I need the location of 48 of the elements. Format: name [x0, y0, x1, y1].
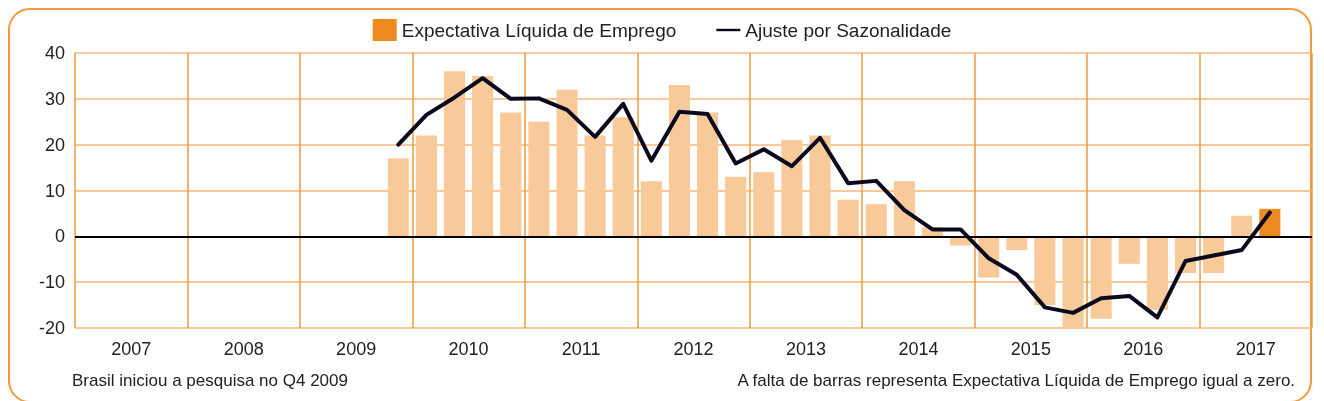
bar [1146, 236, 1168, 310]
legend-label: Ajuste por Sazonalidade [745, 19, 952, 41]
x-tick-label: 2009 [336, 339, 377, 359]
x-tick-label: 2008 [223, 339, 264, 359]
bar [1231, 215, 1253, 237]
y-tick-label: 0 [54, 226, 65, 247]
bar [584, 135, 606, 237]
x-tick-label: 2011 [561, 339, 601, 359]
x-tick-label: 2013 [785, 339, 826, 359]
x-tick-label: 2017 [1235, 339, 1276, 359]
bar [725, 176, 747, 237]
x-tick-label: 2016 [1123, 339, 1164, 359]
bar [556, 89, 578, 237]
y-tick-label: -10 [38, 272, 65, 293]
x-tick-label: 2007 [111, 339, 152, 359]
text: Brasil iniciou a pesquisa no Q4 2009 [72, 371, 348, 390]
line-series [396, 76, 1272, 320]
bar [443, 71, 466, 237]
text: A falta de barras representa Expectativa Líquida de Emprego igual a zero. [737, 371, 1296, 390]
x-tick-label: 2010 [448, 339, 489, 359]
bar [1062, 236, 1084, 328]
bar [612, 117, 634, 237]
y-tick-label: -20 [38, 318, 65, 338]
legend-label: Expectativa Líquida de Emprego [401, 19, 677, 41]
x-tick-label: 2012 [673, 339, 714, 359]
x-tick-label: 2015 [1010, 339, 1051, 359]
y-tick-label: 30 [44, 88, 65, 109]
bar [781, 140, 803, 237]
bar [837, 199, 859, 237]
bar [472, 75, 494, 237]
bar [753, 172, 775, 237]
bar [387, 158, 409, 237]
bar [640, 181, 662, 237]
bar [697, 112, 719, 237]
bar [893, 181, 915, 237]
bar [528, 121, 550, 237]
y-tick-label: 10 [44, 180, 65, 201]
bar [1090, 236, 1112, 319]
bar [865, 204, 887, 237]
bar [415, 135, 437, 237]
y-tick-label: 20 [44, 134, 65, 155]
bar [809, 135, 831, 237]
bar [500, 112, 522, 237]
bar [1034, 236, 1056, 306]
x-tick-label: 2014 [898, 339, 939, 359]
y-tick-label: 40 [44, 43, 65, 63]
bar [1118, 236, 1140, 264]
bar [668, 85, 690, 237]
